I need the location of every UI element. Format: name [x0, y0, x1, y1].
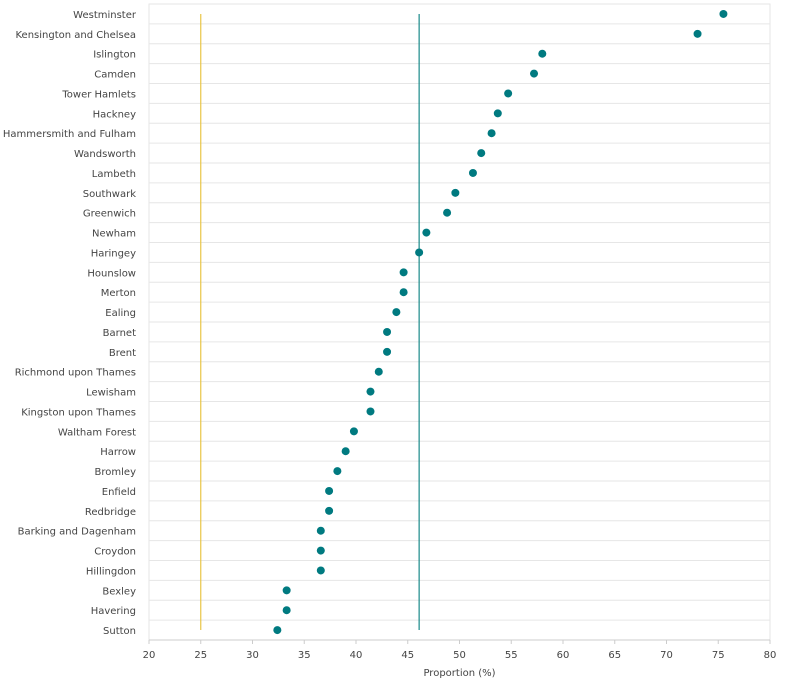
- data-point[interactable]: [366, 407, 375, 416]
- data-point[interactable]: [316, 566, 325, 575]
- data-point[interactable]: [443, 208, 452, 217]
- data-point[interactable]: [399, 268, 408, 277]
- x-tick-label: 75: [712, 650, 725, 661]
- data-point[interactable]: [693, 29, 702, 38]
- category-label: Havering: [91, 606, 136, 617]
- x-tick-label: 25: [194, 650, 207, 661]
- category-label: Greenwich: [83, 209, 136, 220]
- x-tick-label: 50: [453, 650, 466, 661]
- category-label: Southwark: [83, 189, 136, 200]
- data-point[interactable]: [493, 109, 502, 118]
- x-tick-label: 45: [401, 650, 414, 661]
- category-label: Bexley: [102, 586, 136, 597]
- category-label: Hillingdon: [86, 566, 136, 577]
- data-point[interactable]: [316, 546, 325, 555]
- data-point[interactable]: [366, 387, 375, 396]
- data-point[interactable]: [538, 49, 547, 58]
- category-label: Tower Hamlets: [61, 89, 136, 100]
- x-tick-label: 70: [660, 650, 673, 661]
- category-label: Richmond upon Thames: [15, 368, 136, 379]
- category-label: Kingston upon Thames: [21, 407, 136, 418]
- category-label: Newham: [92, 229, 136, 240]
- x-tick-label: 20: [143, 650, 156, 661]
- data-point[interactable]: [282, 586, 291, 595]
- data-point[interactable]: [530, 69, 539, 78]
- category-label: Ealing: [105, 308, 136, 319]
- data-point[interactable]: [399, 288, 408, 297]
- category-label: Hackney: [93, 109, 136, 120]
- data-point[interactable]: [504, 89, 513, 98]
- data-point[interactable]: [341, 447, 350, 456]
- category-label: Lewisham: [86, 388, 136, 399]
- x-tick-label: 35: [298, 650, 311, 661]
- x-tick-label: 55: [505, 650, 518, 661]
- category-label: Kensington and Chelsea: [15, 30, 136, 41]
- category-label: Redbridge: [85, 507, 136, 518]
- category-label: Islington: [93, 50, 136, 61]
- data-point[interactable]: [719, 9, 728, 18]
- category-label: Camden: [94, 70, 136, 81]
- data-point[interactable]: [273, 626, 282, 635]
- data-point[interactable]: [468, 168, 477, 177]
- data-point[interactable]: [316, 526, 325, 535]
- category-label: Wandsworth: [74, 149, 136, 160]
- x-tick-label: 80: [764, 650, 777, 661]
- category-label: Brent: [109, 348, 136, 359]
- data-point[interactable]: [451, 188, 460, 197]
- data-point[interactable]: [374, 367, 383, 376]
- category-label: Barnet: [103, 328, 136, 339]
- category-label: Harrow: [100, 447, 136, 458]
- category-label: Westminster: [73, 10, 137, 21]
- category-label: Hammersmith and Fulham: [3, 129, 136, 140]
- data-point[interactable]: [477, 149, 486, 158]
- category-label: Lambeth: [92, 169, 136, 180]
- x-tick-label: 40: [350, 650, 363, 661]
- category-label: Enfield: [102, 487, 136, 498]
- data-point[interactable]: [325, 506, 334, 515]
- category-label: Sutton: [103, 626, 136, 637]
- data-point[interactable]: [349, 427, 358, 436]
- x-tick-label: 30: [246, 650, 259, 661]
- data-point[interactable]: [422, 228, 431, 237]
- data-point[interactable]: [383, 347, 392, 356]
- category-label: Bromley: [95, 467, 137, 478]
- x-axis-title: Proportion (%): [423, 668, 495, 679]
- category-label: Hounslow: [87, 268, 136, 279]
- data-point[interactable]: [392, 308, 401, 317]
- data-point[interactable]: [333, 467, 342, 476]
- category-label: Barking and Dagenham: [18, 527, 136, 538]
- data-point[interactable]: [487, 129, 496, 138]
- data-point[interactable]: [415, 248, 424, 257]
- category-label: Merton: [101, 288, 136, 299]
- category-label: Waltham Forest: [58, 427, 136, 438]
- x-tick-label: 65: [608, 650, 621, 661]
- x-tick-label: 60: [557, 650, 570, 661]
- category-label: Croydon: [94, 547, 136, 558]
- data-point[interactable]: [282, 606, 291, 615]
- data-point[interactable]: [383, 327, 392, 336]
- data-point[interactable]: [325, 486, 334, 495]
- category-label: Haringey: [91, 248, 136, 259]
